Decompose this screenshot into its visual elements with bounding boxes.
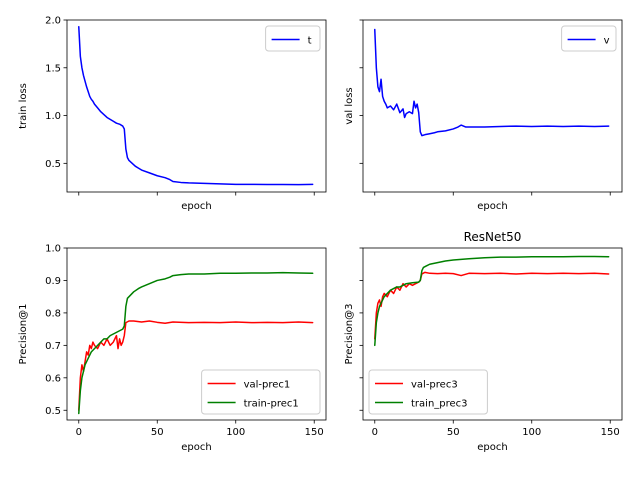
x-tick-label: 150 <box>601 427 620 438</box>
series-line-train-prec3 <box>374 255 610 347</box>
axes-frame <box>66 247 327 421</box>
x-tick-label: 150 <box>305 427 324 438</box>
legend: t <box>265 25 321 52</box>
legend-label-train-prec1: train-prec1 <box>244 399 299 410</box>
y-axis-label: Precision@3 <box>344 304 355 365</box>
x-axis-label: epoch <box>477 442 507 453</box>
x-tick-label: 100 <box>522 427 541 438</box>
plot-area <box>374 255 610 347</box>
y-tick-label: 0.7 <box>45 341 61 352</box>
x-axis-label: epoch <box>181 442 211 453</box>
y-tick-label: 0.5 <box>45 406 61 417</box>
x-tick-label: 100 <box>226 427 245 438</box>
subplot-train-loss: 0.5 1.0 1.5 2.0 epoch train loss t <box>18 16 327 212</box>
x-axis-label: epoch <box>477 201 507 212</box>
legend-box <box>265 25 321 52</box>
y-axis-label: Precision@1 <box>18 304 29 365</box>
series-line-val-prec1 <box>78 320 314 412</box>
y-tick-label: 0.8 <box>45 308 61 319</box>
y-tick-label: 1.0 <box>45 111 61 122</box>
y-tick-label: 0.5 <box>45 159 61 170</box>
y-tick-label: 1.0 <box>45 244 61 255</box>
series-line-train-prec1 <box>78 271 314 415</box>
axes-frame <box>362 247 623 421</box>
y-axis-label: train loss <box>18 83 29 129</box>
legend: val-prec3 train_prec3 <box>368 369 488 415</box>
subplot-val-loss: epoch val loss v <box>344 19 623 212</box>
y-tick-label: 2.0 <box>45 16 61 27</box>
series-line-v <box>374 28 610 137</box>
axes-frame <box>362 19 623 193</box>
chart-title: ResNet50 <box>464 230 522 244</box>
legend-label-val-prec3: val-prec3 <box>411 380 458 391</box>
plot-area <box>374 28 610 137</box>
axes-frame <box>66 19 327 193</box>
x-tick-label: 0 <box>372 427 378 438</box>
legend: val-prec1 train-prec1 <box>201 369 321 415</box>
x-tick-label: 0 <box>76 427 82 438</box>
plot-area <box>78 25 314 186</box>
subplot-precision-at-1: 0 50 100 150 0.5 0.6 0.7 0.8 0.9 1.0 epoch Precisio… <box>18 244 327 453</box>
x-tick-label: 50 <box>151 427 164 438</box>
x-axis-label: epoch <box>181 201 211 212</box>
legend-label-train-prec3: train_prec3 <box>411 399 468 410</box>
y-tick-label: 1.5 <box>45 63 61 74</box>
plot-area <box>78 271 314 415</box>
y-axis-label: val loss <box>344 87 355 124</box>
y-tick-label: 0.6 <box>45 373 61 384</box>
legend: v <box>561 25 617 52</box>
x-tick-label: 50 <box>447 427 460 438</box>
series-line-t <box>78 25 314 186</box>
legend-label-val-prec1: val-prec1 <box>244 380 291 391</box>
legend-box <box>561 25 617 52</box>
legend-label-v: v <box>604 36 610 47</box>
subplot-precision-at-3: ResNet50 0 50 100 150 epoch Precision@3 val-pre… <box>344 230 623 453</box>
legend-label-t: t <box>308 36 312 47</box>
y-tick-label: 0.9 <box>45 276 61 287</box>
